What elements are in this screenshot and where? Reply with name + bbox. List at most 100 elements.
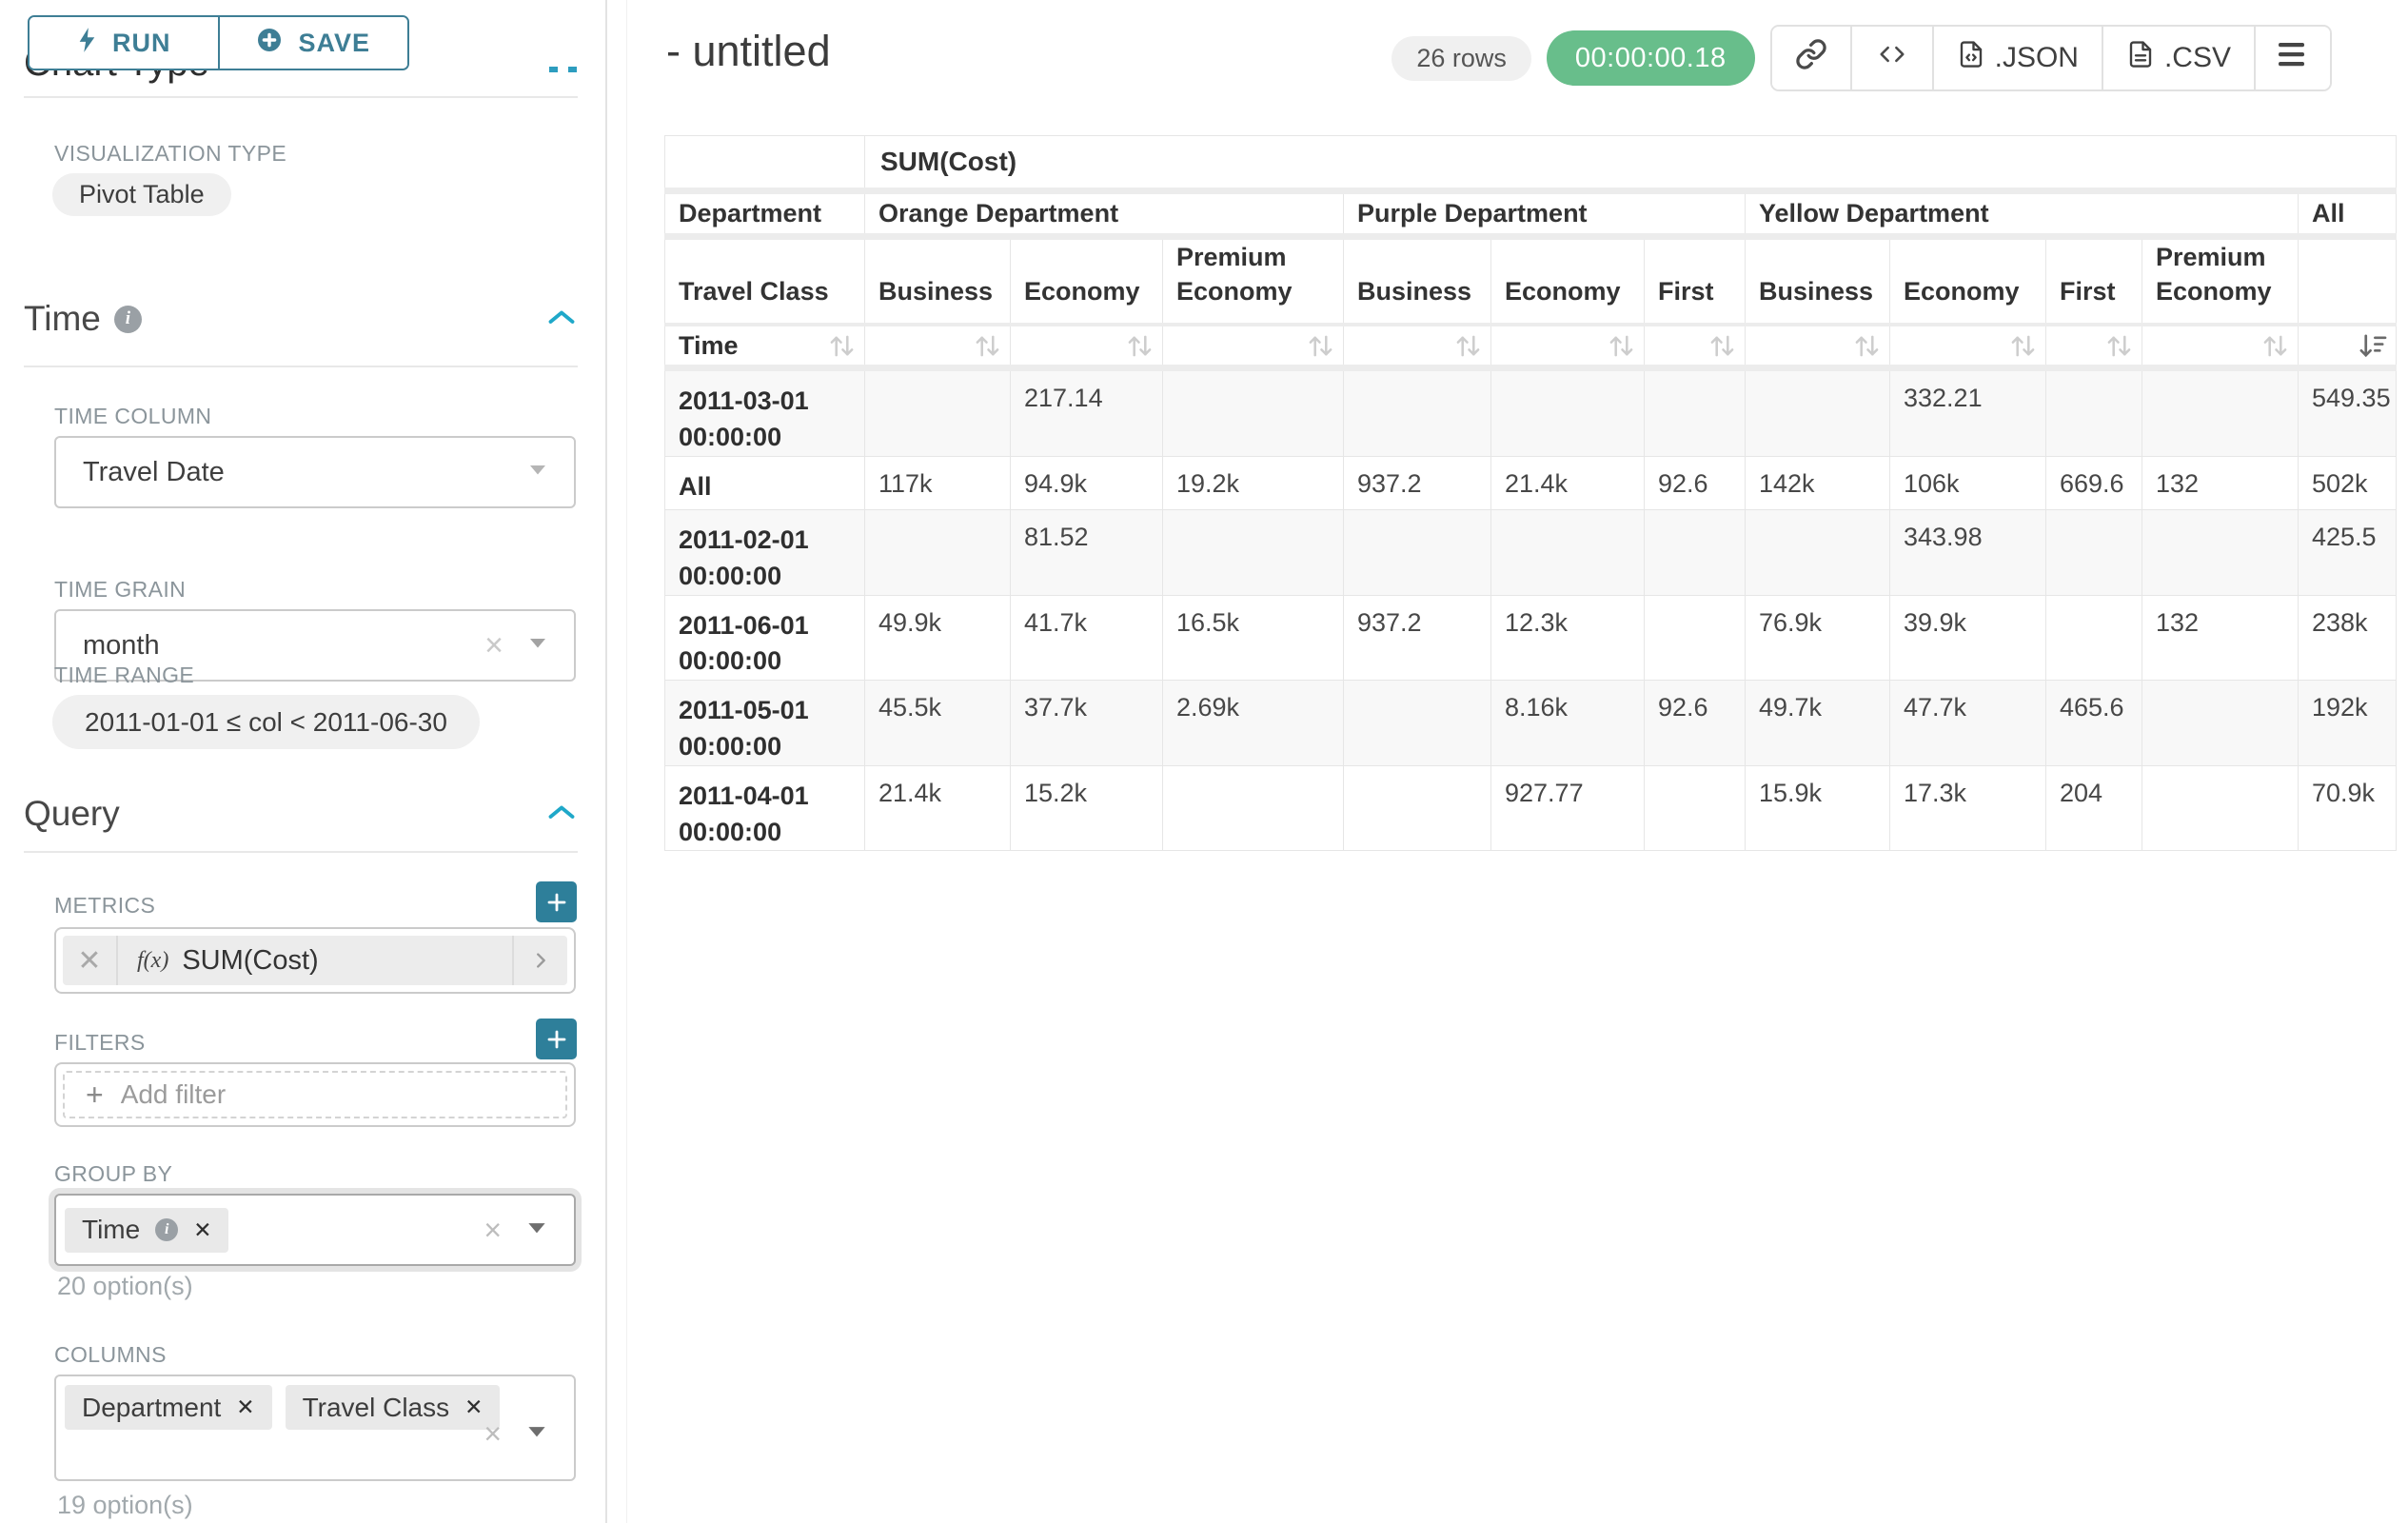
pivot-row-dim-header: Department — [665, 191, 865, 237]
pivot-sort-cell — [2142, 325, 2299, 368]
add-filter-plus-button[interactable] — [536, 1019, 577, 1059]
group-by-options-hint: 20 option(s) — [57, 1272, 193, 1301]
pivot-column-group-row: DepartmentOrange DepartmentPurple Depart… — [665, 191, 2397, 237]
pivot-value-cell — [2046, 509, 2142, 595]
pivot-leaf-header: Economy — [1011, 237, 1163, 325]
add-filter-button[interactable]: + Add filter — [63, 1071, 567, 1118]
chevron-up-icon[interactable] — [547, 803, 576, 825]
columns-options-hint: 19 option(s) — [57, 1491, 193, 1520]
time-column-select[interactable]: Travel Date — [54, 436, 576, 508]
group-by-select[interactable]: Time i ✕ × — [54, 1194, 576, 1266]
pivot-leaf-header: First — [1645, 237, 1746, 325]
sort-icon[interactable] — [1607, 332, 1636, 360]
metric-pill[interactable]: ✕ f(x) SUM(Cost) — [63, 936, 567, 985]
remove-tag-icon[interactable]: ✕ — [464, 1396, 483, 1418]
view-query-button[interactable] — [1850, 27, 1932, 89]
pivot-value-cell: 15.2k — [1011, 765, 1163, 851]
pivot-value-cell — [1491, 509, 1645, 595]
export-csv-button[interactable]: .CSV — [2102, 27, 2254, 89]
sort-icon[interactable] — [1707, 332, 1737, 360]
run-button[interactable]: RUN — [30, 17, 220, 69]
remove-tag-icon[interactable]: ✕ — [236, 1396, 254, 1418]
pivot-column-leaf-row: Travel Class Business EconomyPremium Econo… — [665, 237, 2397, 325]
chevron-right-icon[interactable] — [512, 936, 567, 985]
info-icon[interactable]: i — [155, 1218, 178, 1241]
pivot-leaf-header: Business — [1344, 237, 1491, 325]
info-icon[interactable]: i — [114, 306, 142, 333]
pivot-sort-cell — [1011, 325, 1163, 368]
pivot-value-cell: 117k — [865, 456, 1011, 509]
time-column-label: TIME COLUMN — [54, 404, 211, 429]
sort-icon[interactable] — [2104, 332, 2134, 360]
pivot-data-row: All117k94.9k19.2k937.221.4k92.6142k106k6… — [665, 456, 2397, 509]
clear-icon[interactable]: × — [484, 1418, 502, 1449]
export-json-label: .JSON — [1995, 42, 2079, 74]
pivot-row-dim2-header: Travel Class — [665, 237, 865, 325]
pivot-value-cell — [1746, 509, 1890, 595]
share-link-button[interactable] — [1772, 27, 1850, 89]
plus-circle-icon — [256, 27, 283, 60]
pivot-row-header: 2011-04-01 00:00:00 — [665, 765, 865, 851]
sort-icon[interactable] — [1453, 332, 1483, 360]
pivot-value-cell: 76.9k — [1746, 595, 1890, 681]
remove-metric-icon[interactable]: ✕ — [63, 936, 118, 985]
sort-icon[interactable] — [2260, 332, 2290, 360]
fx-icon: f(x) — [137, 948, 168, 974]
time-grain-label: TIME GRAIN — [54, 577, 186, 603]
chart-title[interactable]: - untitled — [666, 27, 831, 76]
clear-icon[interactable]: × — [484, 629, 503, 662]
menu-button[interactable] — [2254, 27, 2330, 89]
pivot-metric-row: SUM(Cost) — [665, 136, 2397, 191]
pivot-value-cell — [1645, 765, 1746, 851]
sort-icon[interactable] — [827, 332, 857, 360]
columns-tag[interactable]: Travel Class ✕ — [286, 1385, 501, 1430]
pivot-sort-cell — [865, 325, 1011, 368]
caret-down-icon[interactable] — [528, 637, 547, 654]
scroll-remnant-dot — [549, 67, 558, 72]
caret-down-icon[interactable] — [528, 464, 547, 481]
pivot-value-cell: 669.6 — [2046, 456, 2142, 509]
pivot-value-cell: 39.9k — [1890, 595, 2046, 681]
columns-select[interactable]: Department ✕ Travel Class ✕ × — [54, 1375, 576, 1481]
time-range-value: 2011-01-01 ≤ col < 2011-06-30 — [85, 707, 447, 738]
pivot-value-cell — [2142, 368, 2299, 457]
sort-icon[interactable] — [1306, 332, 1335, 360]
caret-down-icon[interactable] — [526, 1425, 547, 1443]
time-range-pill[interactable]: 2011-01-01 ≤ col < 2011-06-30 — [52, 695, 480, 749]
filters-label: FILTERS — [54, 1030, 146, 1056]
pivot-data-row: 2011-05-01 00:00:0045.5k37.7k2.69k8.16k9… — [665, 681, 2397, 766]
control-panel: Chart Type RUN SAVE VISUALIZATION TYPE P… — [0, 0, 607, 1523]
pivot-data-row: 2011-06-01 00:00:0049.9k41.7k16.5k937.21… — [665, 595, 2397, 681]
pivot-row-header: 2011-03-01 00:00:00 — [665, 368, 865, 457]
row-count-badge: 26 rows — [1392, 36, 1531, 81]
clear-icon[interactable]: × — [484, 1215, 502, 1245]
pivot-value-cell — [1746, 368, 1890, 457]
remove-tag-icon[interactable]: ✕ — [193, 1219, 211, 1241]
pivot-value-cell — [1344, 765, 1491, 851]
pivot-value-cell: 204 — [2046, 765, 2142, 851]
pivot-value-cell: 49.9k — [865, 595, 1011, 681]
pivot-leaf-header: Premium Economy — [1163, 237, 1344, 325]
save-button[interactable]: SAVE — [220, 17, 408, 69]
run-button-label: RUN — [112, 29, 171, 58]
run-save-button-group: RUN SAVE — [28, 15, 409, 70]
pivot-value-cell: 425.5 — [2299, 509, 2397, 595]
pivot-value-cell: 16.5k — [1163, 595, 1344, 681]
visualization-type-pill[interactable]: Pivot Table — [52, 173, 231, 216]
export-json-button[interactable]: .JSON — [1932, 27, 2102, 89]
sort-desc-icon[interactable] — [2357, 332, 2388, 360]
pivot-row-header: 2011-05-01 00:00:00 — [665, 681, 865, 766]
add-metric-button[interactable] — [536, 881, 577, 922]
columns-tag[interactable]: Department ✕ — [65, 1385, 272, 1430]
chevron-up-icon[interactable] — [547, 308, 576, 330]
group-by-tag[interactable]: Time i ✕ — [65, 1208, 228, 1253]
sort-icon[interactable] — [973, 332, 1002, 360]
pivot-value-cell: 15.9k — [1746, 765, 1890, 851]
sort-icon[interactable] — [1125, 332, 1155, 360]
sort-icon[interactable] — [1852, 332, 1882, 360]
caret-down-icon[interactable] — [526, 1221, 547, 1239]
sort-icon[interactable] — [2008, 332, 2038, 360]
columns-tag-label: Department — [82, 1393, 221, 1423]
pivot-value-cell — [1163, 368, 1344, 457]
pivot-row-header: All — [665, 456, 865, 509]
